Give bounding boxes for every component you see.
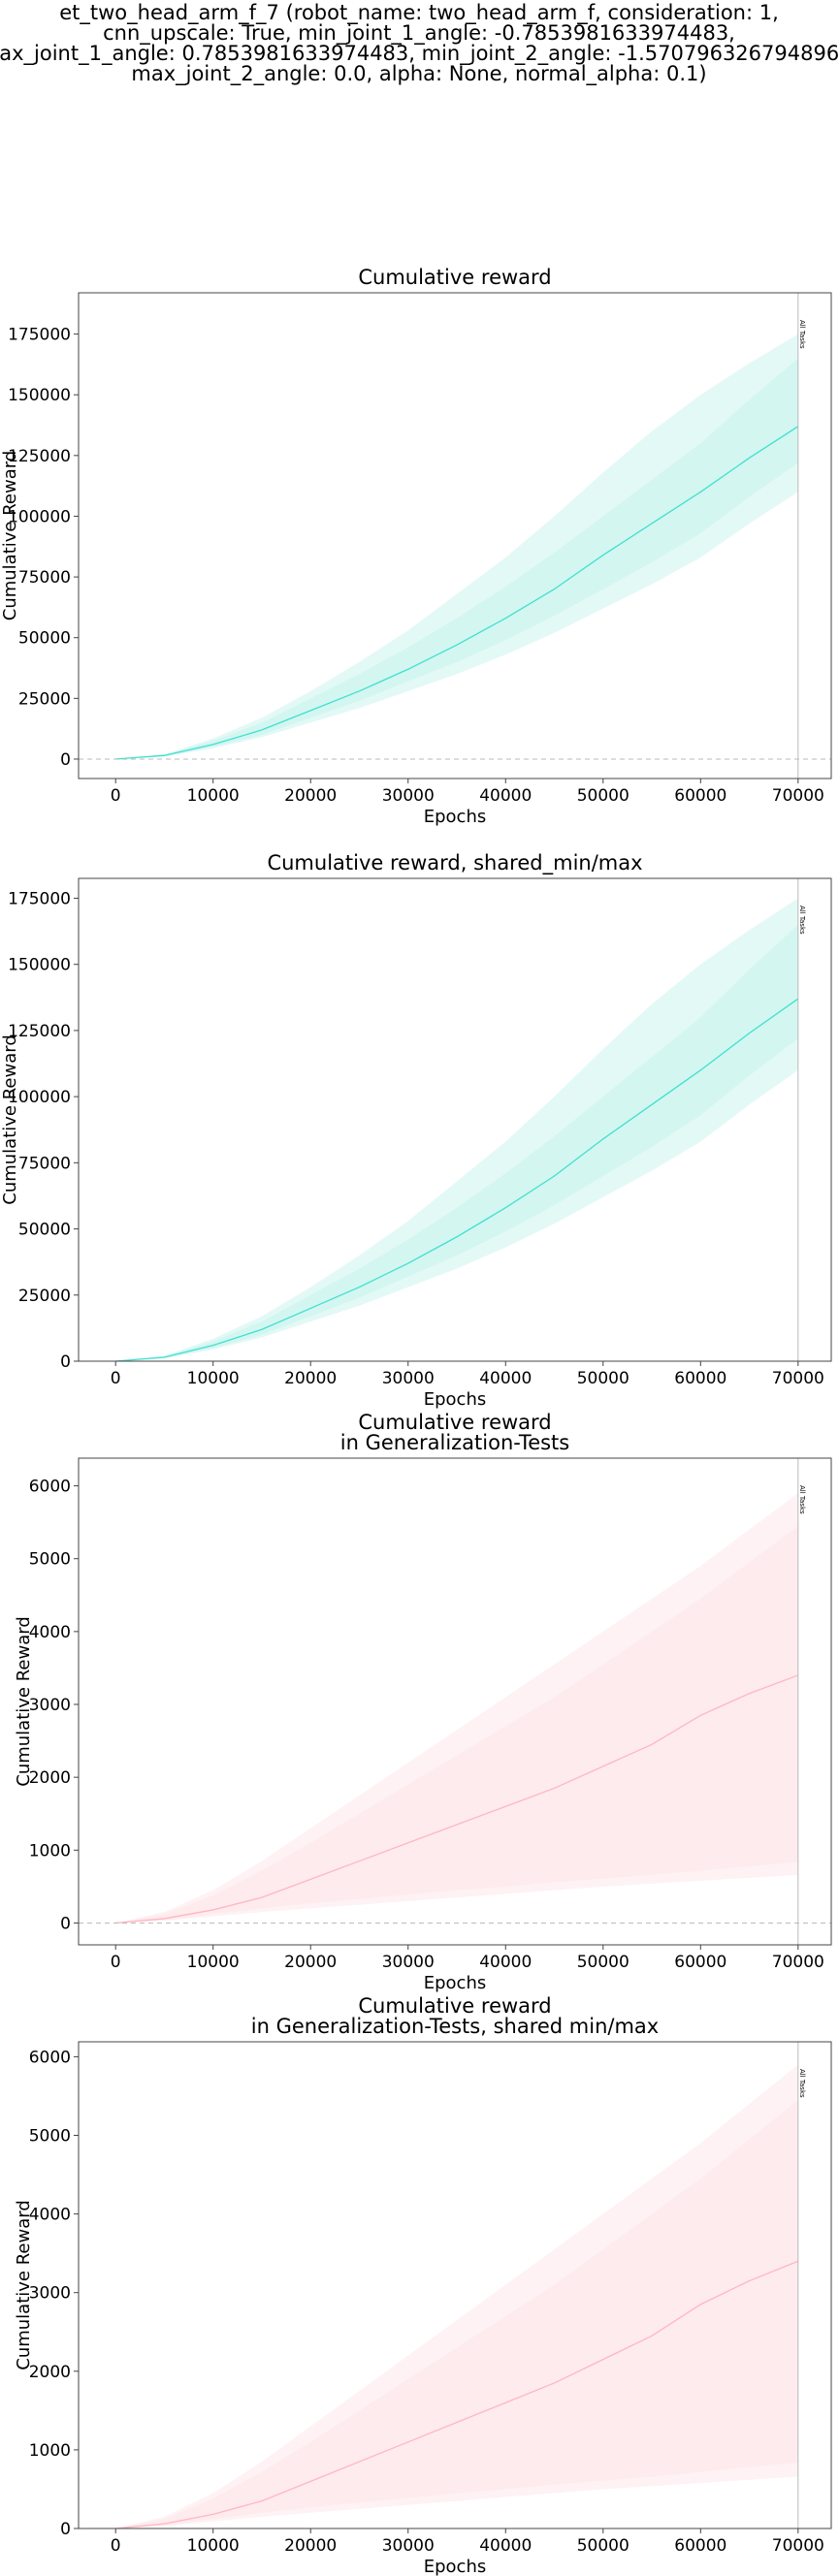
x-tick-label: 70000 <box>772 786 824 806</box>
x-axis-label: Epochs <box>424 2557 487 2576</box>
figure-title: max_joint_1_angle: 0.7853981633974483, m… <box>0 42 839 66</box>
mean-line <box>115 1674 799 1924</box>
chart-title: Cumulative reward <box>358 1994 551 2018</box>
x-tick-label: 0 <box>111 2536 121 2556</box>
chart-title: in Generalization-Tests, shared min/max <box>251 2015 659 2038</box>
x-tick-label: 40000 <box>479 1953 532 1972</box>
x-tick-label: 10000 <box>187 1953 240 1972</box>
y-tick-label: 100000 <box>8 507 71 526</box>
y-tick-label: 5000 <box>29 2127 71 2147</box>
x-tick-label: 60000 <box>674 1369 726 1388</box>
figure-title: cnn_upscale: True, min_joint_1_angle: -0… <box>103 21 735 46</box>
x-tick-label: 60000 <box>674 786 726 806</box>
x-tick-label: 30000 <box>382 2536 435 2556</box>
task-label: All Tasks <box>798 320 806 349</box>
chart-title: Cumulative reward, shared_min/max <box>267 851 642 875</box>
y-tick-label: 175000 <box>8 889 71 908</box>
y-tick-label: 150000 <box>8 956 71 975</box>
y-tick-label: 0 <box>60 2520 71 2539</box>
band <box>115 2100 798 2528</box>
y-tick-label: 5000 <box>29 1550 71 1570</box>
chart-title: in Generalization-Tests <box>340 1431 569 1454</box>
x-tick-label: 50000 <box>577 2536 629 2556</box>
band <box>115 334 798 759</box>
plot-frame <box>78 2041 832 2529</box>
y-tick-label: 125000 <box>8 1022 71 1041</box>
x-tick-label: 60000 <box>674 2536 726 2556</box>
y-tick-label: 25000 <box>18 689 71 709</box>
x-tick-label: 70000 <box>772 1369 824 1388</box>
y-tick-label: 4000 <box>29 2206 71 2225</box>
mean-line <box>115 2260 799 2529</box>
y-tick-label: 3000 <box>29 2284 71 2304</box>
x-tick-label: 50000 <box>577 786 629 806</box>
x-tick-label: 30000 <box>382 1369 435 1388</box>
band <box>115 898 798 1361</box>
y-tick-label: 0 <box>60 1352 71 1372</box>
task-label: All Tasks <box>798 2069 806 2098</box>
x-tick-label: 40000 <box>479 1369 532 1388</box>
plot-frame <box>78 877 832 1362</box>
y-tick-label: 6000 <box>29 1478 71 1497</box>
x-tick-label: 20000 <box>284 1369 337 1388</box>
figure-title: et_two_head_arm_f_7 (robot_name: two_hea… <box>59 1 779 25</box>
x-tick-label: 20000 <box>284 1953 337 1972</box>
x-tick-label: 60000 <box>674 1953 726 1972</box>
x-axis-label: Epochs <box>424 807 487 827</box>
x-tick-label: 40000 <box>479 2536 532 2556</box>
y-tick-label: 75000 <box>18 1154 71 1173</box>
x-tick-label: 20000 <box>284 2536 337 2556</box>
x-tick-label: 20000 <box>284 786 337 806</box>
y-tick-label: 2000 <box>29 1768 71 1788</box>
task-label: All Tasks <box>798 1485 806 1514</box>
y-axis-label: Cumulative Reward <box>0 1034 20 1205</box>
x-tick-label: 70000 <box>772 2536 824 2556</box>
y-tick-label: 100000 <box>8 1088 71 1107</box>
x-tick-label: 0 <box>111 786 121 806</box>
y-axis-label: Cumulative Reward <box>0 451 20 621</box>
task-label: All Tasks <box>798 906 806 935</box>
x-tick-label: 50000 <box>577 1953 629 1972</box>
x-tick-label: 50000 <box>577 1369 629 1388</box>
mean-line <box>115 426 799 760</box>
figure-title: max_joint_2_angle: 0.0, alpha: None, nor… <box>131 62 706 86</box>
x-tick-label: 10000 <box>187 2536 240 2556</box>
y-tick-label: 150000 <box>8 386 71 405</box>
x-tick-label: 40000 <box>479 786 532 806</box>
band <box>115 1525 798 1924</box>
x-tick-label: 0 <box>111 1953 121 1972</box>
y-tick-label: 1000 <box>29 1841 71 1860</box>
y-tick-label: 0 <box>60 750 71 770</box>
y-tick-label: 50000 <box>18 629 71 649</box>
mean-line <box>115 998 799 1362</box>
y-tick-label: 0 <box>60 1914 71 1933</box>
x-tick-label: 70000 <box>772 1953 824 1972</box>
y-tick-label: 6000 <box>29 2048 71 2067</box>
x-axis-label: Epochs <box>424 1973 487 1993</box>
x-tick-label: 10000 <box>187 1369 240 1388</box>
x-tick-label: 10000 <box>187 786 240 806</box>
y-tick-label: 3000 <box>29 1696 71 1715</box>
y-tick-label: 50000 <box>18 1221 71 1240</box>
chart-title: Cumulative reward <box>358 1411 551 1434</box>
x-tick-label: 30000 <box>382 1953 435 1972</box>
chart-title: Cumulative reward <box>358 266 551 289</box>
y-tick-label: 4000 <box>29 1623 71 1642</box>
x-axis-label: Epochs <box>424 1389 487 1410</box>
x-tick-label: 30000 <box>382 786 435 806</box>
x-tick-label: 0 <box>111 1369 121 1388</box>
y-axis-label: Cumulative Reward <box>14 1616 34 1787</box>
y-axis-label: Cumulative Reward <box>14 2200 34 2370</box>
y-tick-label: 1000 <box>29 2441 71 2461</box>
y-tick-label: 25000 <box>18 1287 71 1306</box>
y-tick-label: 175000 <box>8 326 71 345</box>
y-tick-label: 2000 <box>29 2363 71 2382</box>
y-tick-label: 75000 <box>18 568 71 588</box>
plot-frame <box>78 292 832 779</box>
y-tick-label: 125000 <box>8 447 71 466</box>
plot-frame <box>78 1457 832 1946</box>
